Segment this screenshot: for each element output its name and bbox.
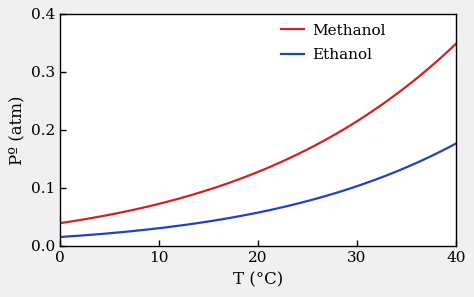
Ethanol [453,142,459,145]
Ethanol [272,207,277,211]
Ethanol [57,235,63,239]
Line: Ethanol: Ethanol [60,143,456,237]
Ethanol [293,202,299,206]
Methanol [245,174,251,178]
X-axis label: T (°C): T (°C) [233,272,283,289]
Methanol [57,221,63,225]
Methanol [272,163,277,167]
Ethanol [247,212,253,216]
Line: Methanol: Methanol [60,44,456,223]
Methanol [453,42,459,46]
Ethanol [444,147,449,150]
Legend: Methanol, Ethanol: Methanol, Ethanol [282,24,385,62]
Y-axis label: Pº (atm): Pº (atm) [9,95,25,165]
Methanol [247,173,253,177]
Ethanol [245,213,251,216]
Ethanol [382,174,387,178]
Methanol [293,154,299,157]
Methanol [382,101,387,105]
Methanol [444,51,449,55]
